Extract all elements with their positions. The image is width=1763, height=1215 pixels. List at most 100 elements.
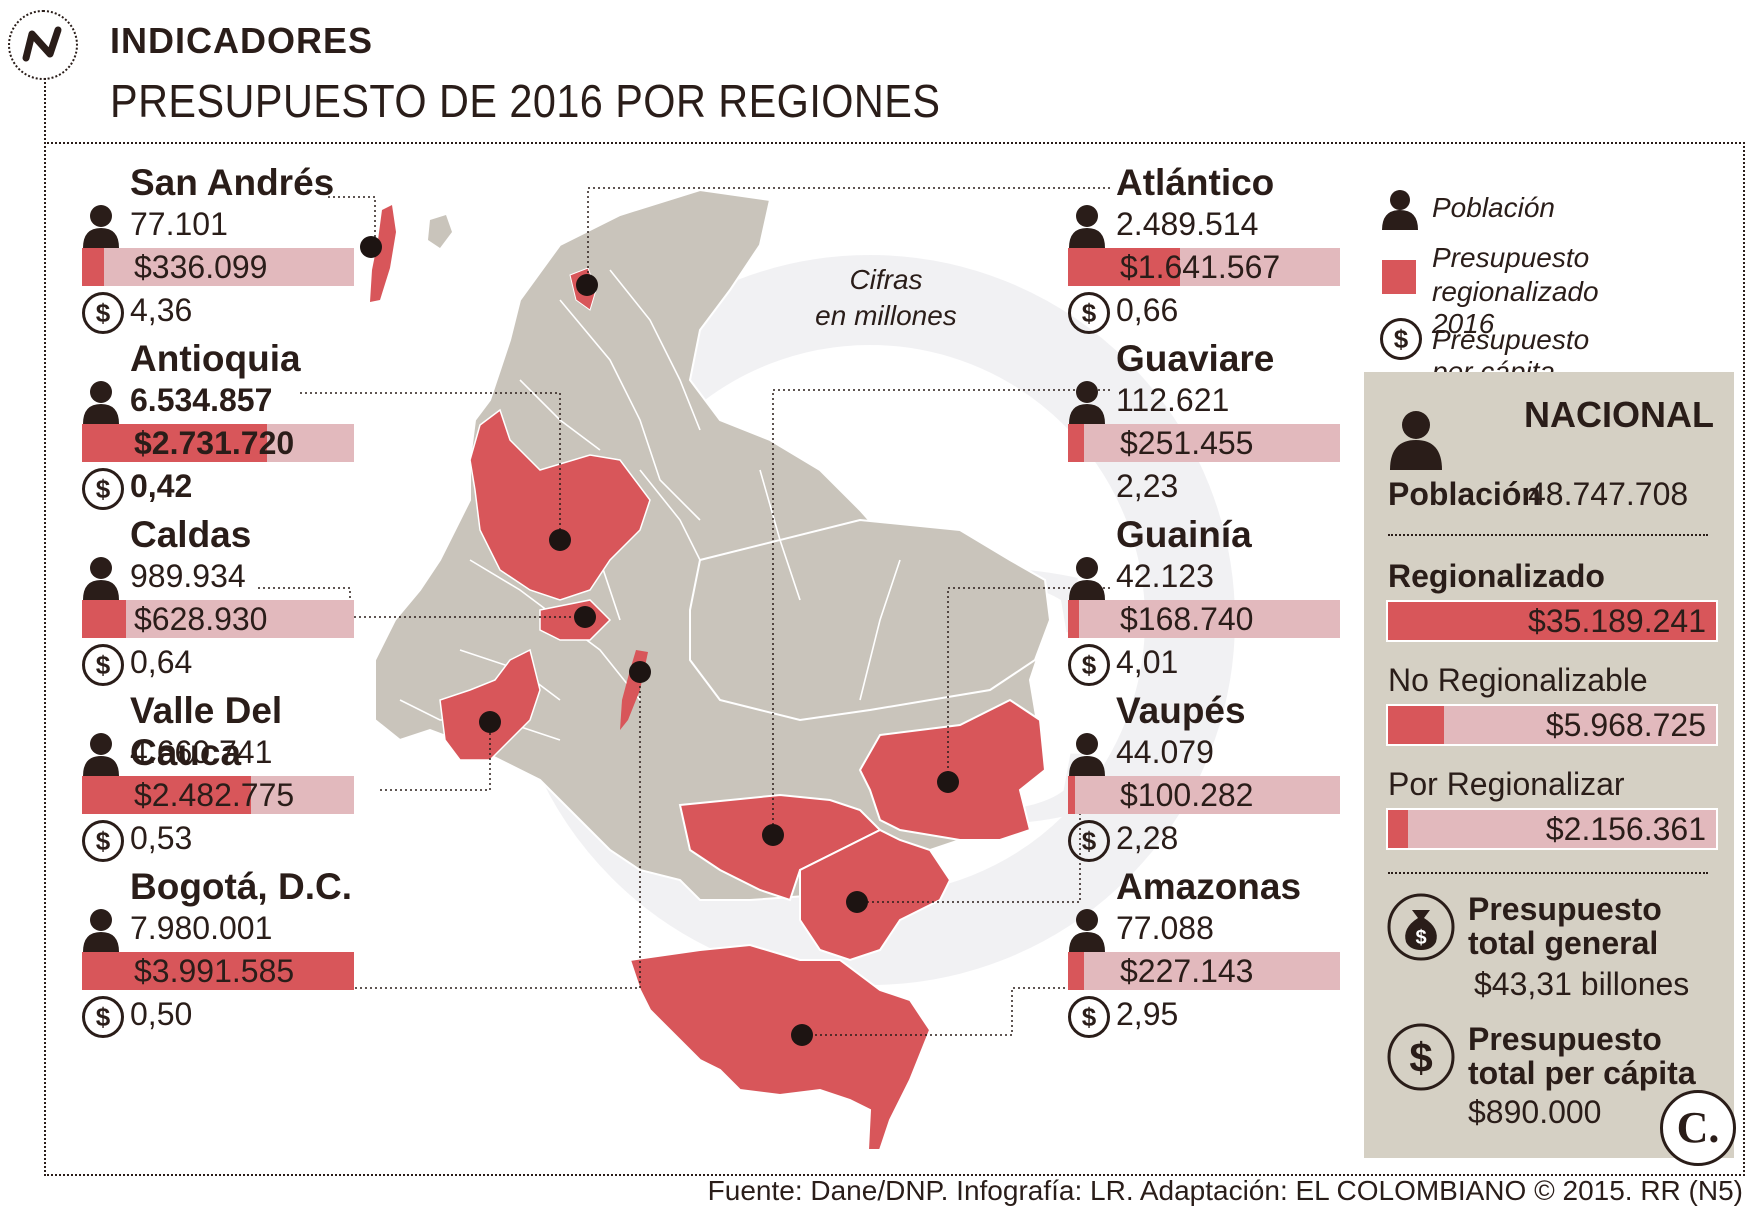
region-budget-bar: $2.482.775 <box>82 776 354 814</box>
region-budget: $2.731.720 <box>134 425 295 461</box>
total-percapita-label: Presupuesto total per cápita <box>1468 1021 1696 1091</box>
region-name: Bogotá, D.C. <box>130 866 352 907</box>
bogota-dot <box>629 661 651 683</box>
caldas-dot <box>574 606 596 628</box>
page-title: PRESUPUESTO DE 2016 POR REGIONES <box>110 75 941 127</box>
region-name: Antioquia <box>130 338 301 379</box>
units-note: Cifras en millones <box>815 264 957 331</box>
san-andres-leader <box>328 196 376 245</box>
region-amazonas: Amazonas 77.088 $227.143 $2,95 <box>1068 866 1388 1042</box>
san-andres-region <box>370 205 396 302</box>
guainia-dot <box>937 771 959 793</box>
region-population: 2.489.514 <box>1116 206 1259 242</box>
region-per-capita: 4,01 <box>1116 644 1179 680</box>
region-san-andres: San Andrés 77.101 $336.099 $4,36 <box>82 162 402 338</box>
national-heading: NACIONAL <box>1524 394 1714 435</box>
region-name: Valle Del Cauca <box>130 690 283 773</box>
dollar-coin-icon: $ <box>82 996 124 1038</box>
person-icon <box>83 733 119 776</box>
por-regionalizar-bar: $2.156.361 <box>1386 808 1718 850</box>
region-name: Atlántico <box>1116 162 1275 203</box>
region-budget-bar-fill <box>82 952 354 990</box>
region-name: Amazonas <box>1116 866 1302 907</box>
valle-del-cauca-dot <box>479 711 501 733</box>
providencia-island <box>428 215 452 248</box>
valle-leader <box>380 722 491 791</box>
person-icon <box>1069 381 1105 424</box>
region-budget: $100.282 <box>1120 777 1254 813</box>
region-per-capita: 0,50 <box>130 996 193 1032</box>
vaupes-region <box>799 828 952 962</box>
orinoquia-region <box>689 518 1052 722</box>
region-population: 4.660.741 <box>130 734 273 770</box>
region-budget-bar: $3.991.585 <box>82 952 354 990</box>
region-budget-bar: $100.282 <box>1068 776 1340 814</box>
antioquia-leader <box>300 392 561 540</box>
region-antioquia: Antioquia 6.534.857 $2.731.720 $0,42 <box>82 338 402 514</box>
bogota-leader <box>340 672 641 989</box>
region-budget-bar-fill <box>82 776 251 814</box>
region-atlantico: Atlántico 2.489.514 $1.641.567 $0,66 <box>1068 162 1388 338</box>
region-name: Caldas <box>130 514 252 555</box>
no-regionalizable-bar: $5.968.725 <box>1386 704 1718 746</box>
valle-del-cauca-region <box>439 648 541 761</box>
region-per-capita: 0,53 <box>130 820 193 856</box>
person-icon <box>1382 190 1418 230</box>
amazonas-leader <box>802 987 1110 1036</box>
person-icon <box>83 909 119 952</box>
por-regionalizar-label: Por Regionalizar <box>1388 766 1625 802</box>
dollar-coin-icon: $ <box>1387 1023 1455 1091</box>
region-budget: $2.482.775 <box>134 777 295 813</box>
regionalizado-bar: $35.189.241 <box>1386 600 1718 642</box>
region-valle-del-cauca: Valle Del Cauca 4.660.741 $2.482.775 $0,53 <box>82 690 402 866</box>
region-budget: $3.991.585 <box>134 953 295 989</box>
person-icon <box>1069 733 1105 776</box>
dollar-coin-icon: $ <box>1068 996 1110 1038</box>
region-per-capita: 2,95 <box>1116 996 1179 1032</box>
no-regionalizable-bar-fill <box>1388 706 1444 744</box>
region-population: 6.534.857 <box>130 382 273 418</box>
dollar-coin-icon: $ <box>82 820 124 862</box>
region-budget-bar-fill <box>1068 424 1085 462</box>
san-andres-dot <box>360 236 382 258</box>
region-budget-bar-fill <box>1068 600 1079 638</box>
total-general-label: Presupuesto total general <box>1468 891 1662 961</box>
region-budget-bar-fill <box>82 248 104 286</box>
regionalizado-bar-fill <box>1388 602 1716 640</box>
person-icon <box>83 557 119 600</box>
region-population: 77.088 <box>1116 910 1214 946</box>
region-population: 112.621 <box>1116 382 1230 418</box>
region-budget-bar: $1.641.567 <box>1068 248 1340 286</box>
region-population: 77.101 <box>130 206 228 242</box>
region-per-capita: 0,64 <box>130 644 193 680</box>
region-budget: $227.143 <box>1120 953 1254 989</box>
region-budget-bar-fill <box>1068 952 1085 990</box>
dollar-coin-icon: $ <box>1068 292 1110 334</box>
region-vaupes: Vaupés 44.079 $100.282 $2,28 <box>1068 690 1388 866</box>
person-icon <box>1390 411 1442 470</box>
region-per-capita: 0,66 <box>1116 292 1179 328</box>
money-bag-icon: $ <box>1387 893 1455 961</box>
region-name: Guainía <box>1116 514 1252 555</box>
source-credit: Fuente: Dane/DNP. Infografía: LR. Adapta… <box>707 1175 1743 1206</box>
total-percapita-value: $890.000 <box>1468 1094 1602 1130</box>
region-budget-bar-fill <box>1068 776 1075 814</box>
guainia-leader <box>947 587 1110 782</box>
national-summary: NACIONAL Población 48.747.708 Regionaliz… <box>1364 372 1734 1158</box>
svg-text:$: $ <box>1409 1034 1432 1081</box>
region-name: Vaupés <box>1116 690 1246 731</box>
person-icon <box>1069 557 1105 600</box>
dollar-coin-icon: $ <box>1380 318 1422 360</box>
atlantico-dot <box>576 274 598 296</box>
region-budget-bar-fill <box>82 424 267 462</box>
person-icon <box>83 205 119 248</box>
budget-swatch <box>1382 260 1416 294</box>
region-population: 42.123 <box>1116 558 1214 594</box>
dollar-coin-icon: $ <box>1068 820 1110 862</box>
guaviare-leader <box>772 389 1110 835</box>
header-leader-line <box>44 78 46 144</box>
region-budget: $628.930 <box>134 601 268 637</box>
por-regionalizar-bar-fill <box>1388 810 1408 848</box>
svg-text:$: $ <box>1415 927 1426 949</box>
infographic-frame <box>44 142 1745 1176</box>
